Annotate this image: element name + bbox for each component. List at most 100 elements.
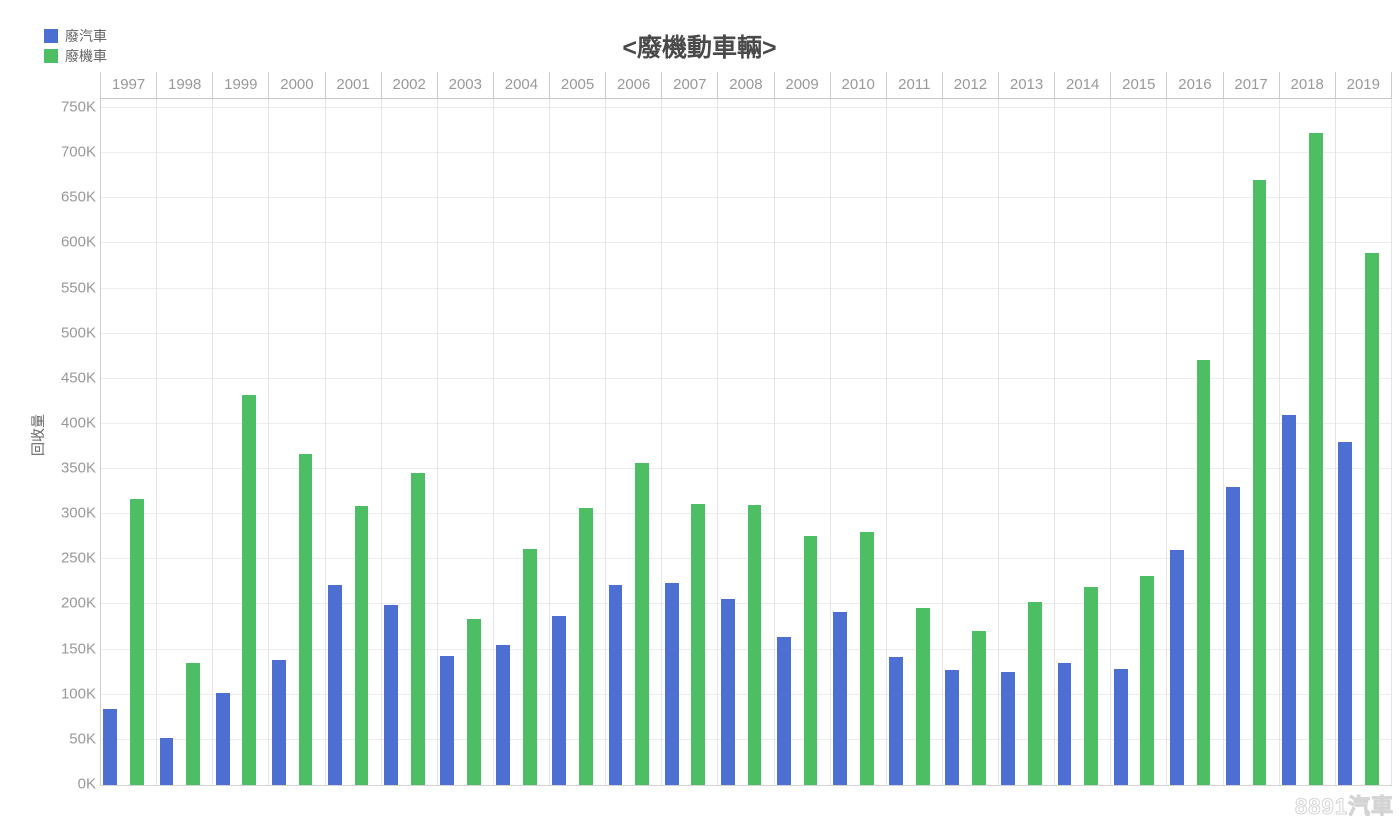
y-axis-tick-label-600K: 600K bbox=[60, 233, 96, 251]
bar-waste-car-2017[interactable] bbox=[1225, 487, 1240, 785]
bar-waste-car-2005[interactable] bbox=[552, 616, 567, 785]
gridline-500k bbox=[101, 332, 1392, 334]
bar-waste-car-2015[interactable] bbox=[1113, 669, 1128, 785]
year-column-2013 bbox=[999, 99, 1056, 785]
bar-waste-car-2000[interactable] bbox=[271, 659, 286, 785]
x-axis-label-2010: 2010 bbox=[831, 72, 887, 98]
bar-waste-car-2019[interactable] bbox=[1338, 442, 1352, 785]
bar-waste-motorcycle-2011[interactable] bbox=[915, 608, 930, 785]
bar-waste-motorcycle-2004[interactable] bbox=[523, 549, 537, 785]
x-axis-label-2005: 2005 bbox=[550, 72, 607, 98]
gridline-550k bbox=[101, 287, 1392, 289]
bar-waste-car-2012[interactable] bbox=[945, 670, 960, 785]
bar-waste-car-2004[interactable] bbox=[496, 645, 511, 785]
legend-item-waste-car[interactable]: 廢汽車 bbox=[44, 26, 107, 46]
bar-waste-motorcycle-2000[interactable] bbox=[298, 453, 313, 785]
x-axis-label-2011: 2011 bbox=[887, 72, 943, 98]
y-axis-tick-label-700K: 700K bbox=[60, 143, 96, 161]
watermark: 8891汽車 bbox=[1295, 794, 1394, 816]
y-axis-tick-label-200K: 200K bbox=[60, 594, 96, 612]
bar-waste-car-2011[interactable] bbox=[889, 656, 903, 785]
year-column-2018 bbox=[1280, 99, 1336, 785]
year-column-1998 bbox=[157, 99, 214, 785]
x-axis-label-2016: 2016 bbox=[1167, 72, 1224, 98]
bar-waste-car-2014[interactable] bbox=[1057, 663, 1072, 785]
x-axis-label-1997: 1997 bbox=[101, 72, 158, 98]
bar-waste-car-1997[interactable] bbox=[103, 709, 118, 785]
bar-waste-car-2009[interactable] bbox=[776, 636, 791, 785]
bar-waste-motorcycle-2015[interactable] bbox=[1140, 575, 1155, 785]
x-axis-label-2001: 2001 bbox=[326, 72, 382, 98]
bar-waste-car-2002[interactable] bbox=[384, 605, 398, 785]
x-axis-label-1999: 1999 bbox=[213, 72, 270, 98]
year-column-2002 bbox=[382, 99, 438, 785]
x-axis-label-2017: 2017 bbox=[1224, 72, 1280, 98]
bar-waste-car-2016[interactable] bbox=[1169, 550, 1184, 785]
bar-waste-car-1999[interactable] bbox=[215, 692, 230, 785]
year-column-2011 bbox=[887, 99, 943, 785]
gridline-350k bbox=[101, 468, 1392, 470]
x-axis-label-2004: 2004 bbox=[494, 72, 550, 98]
year-column-2006 bbox=[606, 99, 663, 785]
year-column-1999 bbox=[213, 99, 270, 785]
gridline-300k bbox=[101, 513, 1392, 515]
gridline-50k bbox=[101, 738, 1392, 740]
legend-label-waste-car: 廢汽車 bbox=[65, 28, 107, 44]
gridline-100k bbox=[101, 693, 1392, 695]
legend-item-waste-motorcycle[interactable]: 廢機車 bbox=[44, 46, 107, 66]
year-column-2010 bbox=[831, 99, 887, 785]
x-axis-label-2014: 2014 bbox=[1055, 72, 1112, 98]
bar-waste-car-2003[interactable] bbox=[440, 655, 454, 785]
y-axis-tick-label-500K: 500K bbox=[60, 324, 96, 342]
x-axis-label-2015: 2015 bbox=[1111, 72, 1168, 98]
bar-waste-motorcycle-2005[interactable] bbox=[579, 507, 593, 785]
bar-waste-motorcycle-2013[interactable] bbox=[1028, 601, 1042, 785]
bar-waste-motorcycle-2017[interactable] bbox=[1252, 180, 1267, 785]
bar-waste-car-1998[interactable] bbox=[159, 738, 174, 785]
bar-waste-motorcycle-1998[interactable] bbox=[186, 663, 201, 785]
year-column-2019 bbox=[1336, 99, 1392, 785]
legend: 廢汽車 廢機車 bbox=[44, 26, 107, 66]
gridline-150k bbox=[101, 648, 1392, 650]
year-column-1997 bbox=[101, 99, 158, 785]
bar-waste-motorcycle-2014[interactable] bbox=[1084, 587, 1099, 785]
bar-waste-motorcycle-2002[interactable] bbox=[410, 472, 425, 785]
bar-waste-motorcycle-2007[interactable] bbox=[691, 504, 706, 785]
bar-waste-motorcycle-2018[interactable] bbox=[1308, 133, 1323, 785]
year-column-2017 bbox=[1224, 99, 1280, 785]
gridline-650k bbox=[101, 197, 1392, 199]
bar-waste-car-2001[interactable] bbox=[327, 584, 342, 785]
y-axis-tick-label-650K: 650K bbox=[60, 188, 96, 206]
y-axis-tick-label-0K: 0K bbox=[77, 775, 96, 793]
year-column-2005 bbox=[550, 99, 607, 785]
bar-waste-car-2008[interactable] bbox=[720, 599, 735, 785]
bar-waste-motorcycle-2006[interactable] bbox=[635, 462, 650, 785]
bar-waste-motorcycle-2019[interactable] bbox=[1364, 253, 1379, 785]
bar-waste-motorcycle-2010[interactable] bbox=[859, 532, 874, 785]
bar-waste-motorcycle-2012[interactable] bbox=[972, 630, 986, 785]
x-axis-header: 1997 1998 1999 2000 2001 2002 2003 2004 2005 2006… bbox=[100, 72, 1392, 98]
bar-waste-motorcycle-2016[interactable] bbox=[1196, 359, 1211, 785]
gridline-700k bbox=[101, 152, 1392, 154]
chart-title: <廢機動車輛> bbox=[622, 34, 777, 62]
bar-waste-motorcycle-2009[interactable] bbox=[803, 535, 818, 785]
bar-waste-car-2006[interactable] bbox=[608, 584, 623, 785]
x-axis-label-2003: 2003 bbox=[438, 72, 494, 98]
y-axis-tick-label-550K: 550K bbox=[60, 279, 96, 297]
bar-waste-motorcycle-1999[interactable] bbox=[242, 395, 257, 785]
year-column-2007 bbox=[662, 99, 719, 785]
gridline-750k bbox=[101, 107, 1392, 108]
bar-waste-motorcycle-2001[interactable] bbox=[354, 506, 369, 785]
gridline-250k bbox=[101, 558, 1392, 560]
bar-waste-motorcycle-2003[interactable] bbox=[466, 618, 481, 785]
x-axis-label-2002: 2002 bbox=[382, 72, 438, 98]
bar-waste-motorcycle-2008[interactable] bbox=[747, 505, 762, 785]
bar-waste-car-2010[interactable] bbox=[833, 611, 847, 785]
bar-waste-car-2013[interactable] bbox=[1001, 672, 1016, 785]
bar-waste-car-2018[interactable] bbox=[1282, 414, 1296, 785]
year-column-2004 bbox=[494, 99, 550, 785]
bar-waste-motorcycle-1997[interactable] bbox=[130, 498, 144, 785]
legend-swatch-waste-motorcycle bbox=[44, 49, 58, 63]
bar-waste-car-2007[interactable] bbox=[664, 582, 679, 785]
